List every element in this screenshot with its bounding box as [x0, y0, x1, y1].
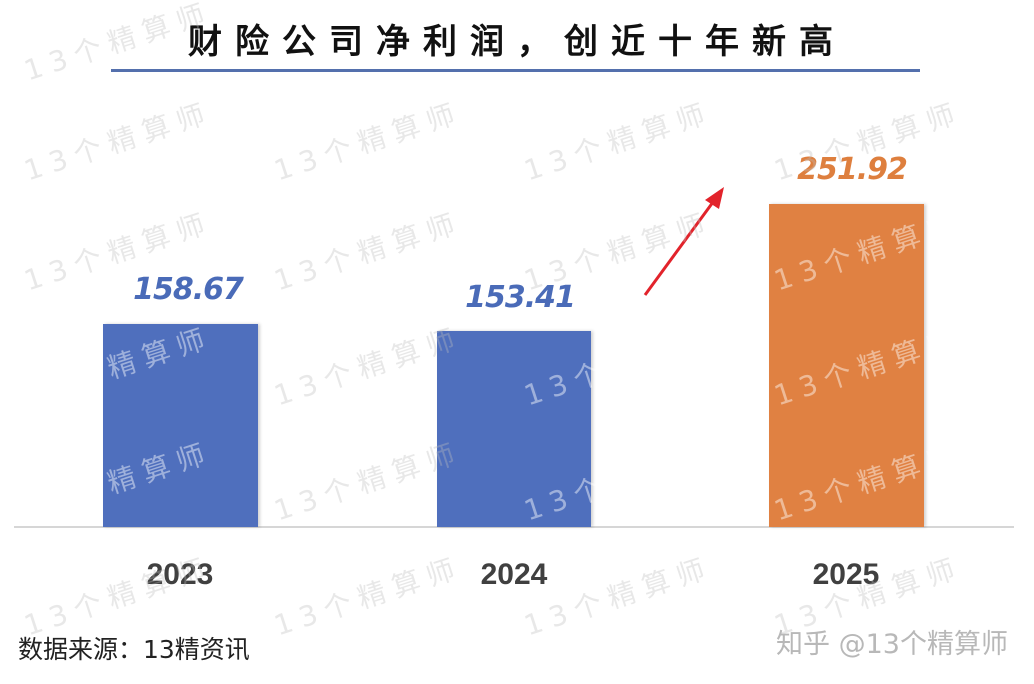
x-label-2023: 2023 [146, 558, 214, 591]
zhihu-credit: 知乎 @13个精算师 [776, 629, 1008, 660]
bar-2024 [437, 331, 591, 527]
x-label-2024: 2024 [480, 558, 548, 591]
value-label-2024: 153.41 [465, 280, 576, 315]
bar-2025 [769, 204, 924, 527]
bar-2023 [103, 324, 258, 527]
chart-title: 财险公司净利润，创近十年新高 [188, 22, 846, 62]
value-label-2023: 158.67 [133, 272, 244, 307]
title-underline [111, 69, 920, 72]
value-label-2025: 251.92 [797, 152, 908, 187]
data-source-note: 数据来源：13精资讯 [18, 635, 250, 664]
x-label-2025: 2025 [812, 558, 880, 591]
x-axis-line [14, 526, 1014, 528]
